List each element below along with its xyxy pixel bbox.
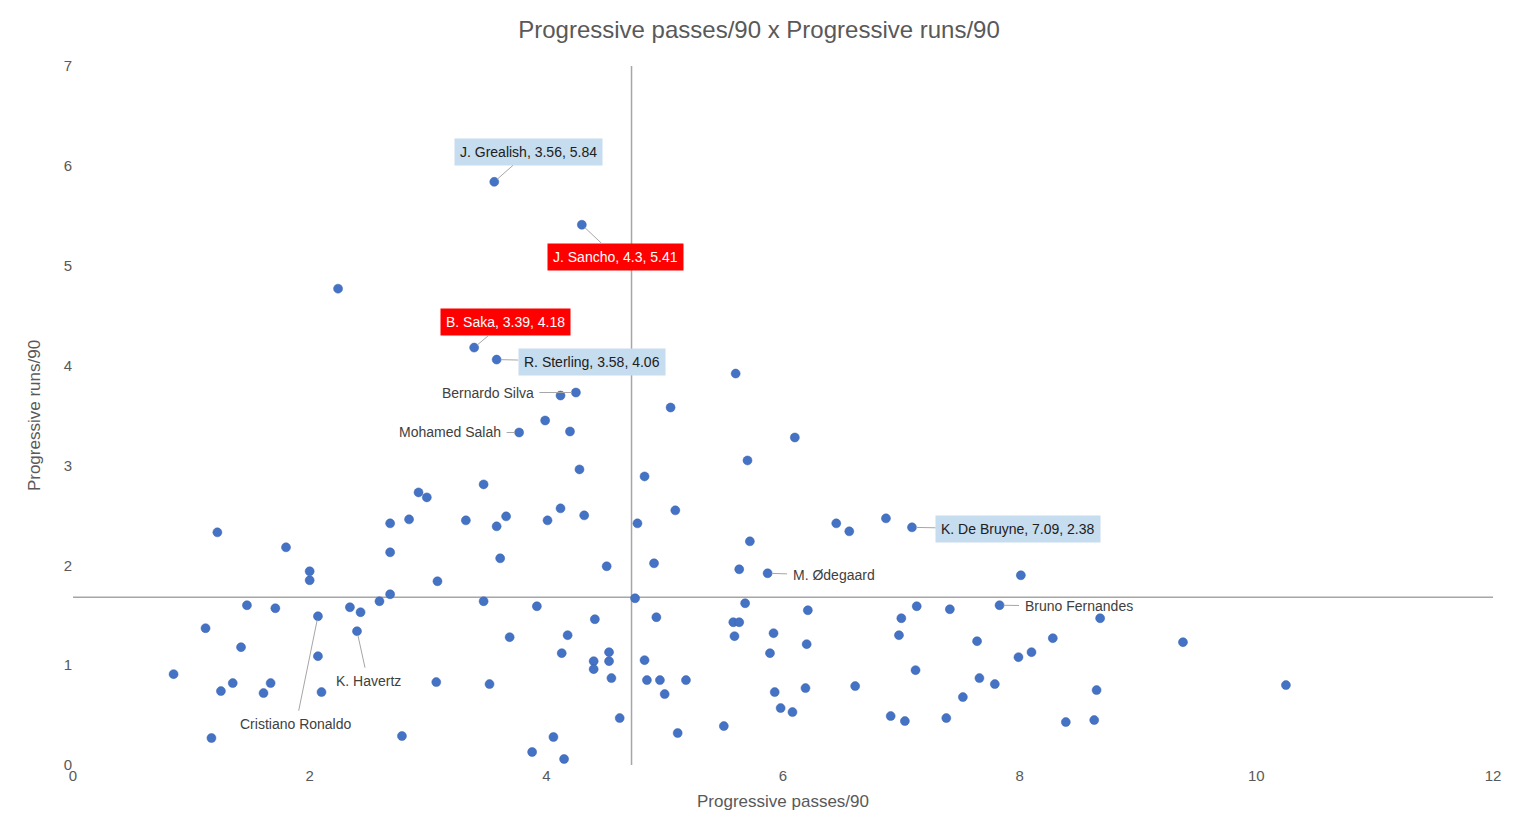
svg-text:Progressive runs/90: Progressive runs/90 <box>25 340 44 491</box>
svg-text:Cristiano Ronaldo: Cristiano Ronaldo <box>240 716 351 732</box>
svg-text:B. Saka, 3.39, 4.18: B. Saka, 3.39, 4.18 <box>446 314 565 330</box>
svg-text:R. Sterling, 3.58, 4.06: R. Sterling, 3.58, 4.06 <box>524 354 660 370</box>
svg-text:Progressive passes/90: Progressive passes/90 <box>697 792 869 811</box>
svg-text:10: 10 <box>1248 767 1265 784</box>
svg-text:8: 8 <box>1015 767 1023 784</box>
svg-text:6: 6 <box>779 767 787 784</box>
svg-text:0: 0 <box>69 767 77 784</box>
svg-text:Mohamed Salah: Mohamed Salah <box>399 424 501 440</box>
svg-text:K. Havertz: K. Havertz <box>336 673 401 689</box>
svg-text:7: 7 <box>64 57 72 74</box>
svg-text:0: 0 <box>64 756 72 773</box>
svg-text:Bernardo Silva: Bernardo Silva <box>442 385 534 401</box>
svg-text:1: 1 <box>64 656 72 673</box>
svg-text:6: 6 <box>64 157 72 174</box>
svg-text:M. Ødegaard: M. Ødegaard <box>793 567 875 583</box>
svg-text:12: 12 <box>1485 767 1502 784</box>
svg-text:2: 2 <box>305 767 313 784</box>
svg-text:Progressive passes/90 x Progre: Progressive passes/90 x Progressive runs… <box>518 16 1000 43</box>
svg-text:Bruno Fernandes: Bruno Fernandes <box>1025 598 1133 614</box>
svg-text:4: 4 <box>64 357 72 374</box>
svg-text:K. De Bruyne, 7.09, 2.38: K. De Bruyne, 7.09, 2.38 <box>941 521 1095 537</box>
svg-text:5: 5 <box>64 257 72 274</box>
svg-text:J. Sancho, 4.3, 5.41: J. Sancho, 4.3, 5.41 <box>553 249 678 265</box>
svg-text:J. Grealish, 3.56, 5.84: J. Grealish, 3.56, 5.84 <box>460 144 597 160</box>
svg-text:3: 3 <box>64 457 72 474</box>
svg-text:4: 4 <box>542 767 550 784</box>
svg-text:2: 2 <box>64 557 72 574</box>
